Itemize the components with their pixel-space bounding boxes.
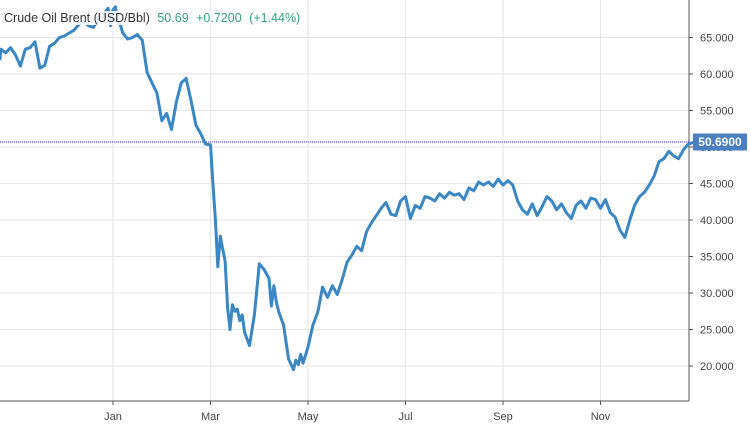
y-axis-ticks: 20.00025.00030.00035.00040.00045.00050.0…: [689, 33, 734, 373]
y-tick-label: 25.000: [700, 325, 734, 337]
x-tick-label: May: [298, 411, 319, 423]
price-change-percent: (+1.44%): [249, 11, 301, 25]
last-price: 50.69: [157, 11, 189, 25]
price-change: +0.7200: [196, 11, 242, 25]
y-tick-label: 55.000: [700, 106, 734, 118]
x-tick-label: Mar: [201, 411, 220, 423]
y-tick-label: 40.000: [700, 215, 734, 227]
current-price-label: 50.6900: [698, 135, 742, 149]
y-tick-label: 35.000: [700, 252, 734, 264]
x-tick-label: Jan: [104, 411, 122, 423]
x-tick-label: Jul: [398, 411, 412, 423]
y-tick-label: 20.000: [700, 361, 734, 373]
chart-header: Crude Oil Brent (USD/Bbl) 50.69 +0.7200 …: [4, 11, 301, 25]
current-price-tag: 50.6900: [693, 133, 747, 151]
x-tick-label: Sep: [493, 411, 513, 423]
grid-lines: [0, 0, 689, 401]
price-series-line: [0, 5, 700, 372]
y-tick-label: 45.000: [700, 179, 734, 191]
y-tick-label: 30.000: [700, 288, 734, 300]
current-price-tag-background: [693, 133, 747, 151]
x-axis-ticks: Jan Mar May Jul Sep Nov: [104, 401, 611, 423]
x-tick-label: Nov: [591, 411, 611, 423]
y-tick-label: 65.000: [700, 33, 734, 45]
y-tick-label: 60.000: [700, 69, 734, 81]
instrument-name: Crude Oil Brent (USD/Bbl): [4, 11, 150, 25]
